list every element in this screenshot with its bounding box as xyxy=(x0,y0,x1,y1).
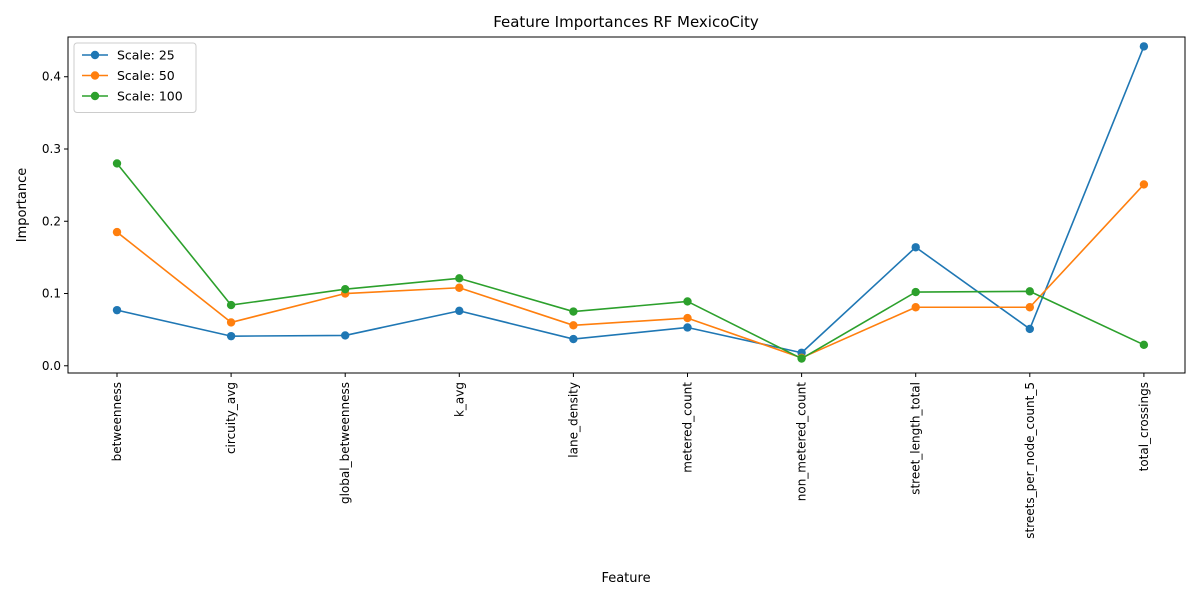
data-point xyxy=(226,331,236,341)
data-point xyxy=(1139,42,1149,51)
x-tick-label: street_length_total xyxy=(909,382,923,495)
y-tick-label: 0.3 xyxy=(42,142,61,156)
legend-marker xyxy=(90,91,100,101)
data-point xyxy=(569,334,578,344)
plot-frame xyxy=(67,36,1186,374)
series-line xyxy=(116,46,1145,354)
data-point xyxy=(1139,340,1149,350)
data-point xyxy=(341,284,350,294)
data-point xyxy=(1025,287,1035,296)
legend-marker xyxy=(90,71,100,80)
series-line xyxy=(116,183,1145,359)
data-point xyxy=(683,313,692,323)
legend: Scale: 25 Scale: 50 Scale: 100 xyxy=(73,42,197,113)
data-point xyxy=(683,297,692,306)
data-point xyxy=(911,243,920,252)
data-point xyxy=(112,305,122,315)
x-tick-label: lane_density xyxy=(566,382,580,458)
y-axis-label: Importance xyxy=(15,168,30,243)
data-point xyxy=(455,274,464,283)
x-tick-label: betweenness xyxy=(110,382,124,461)
legend-label: Scale: 25 xyxy=(117,48,175,63)
data-point xyxy=(455,306,464,316)
data-point xyxy=(683,323,692,332)
data-point xyxy=(911,303,920,312)
x-tick-label: total_crossings xyxy=(1137,382,1151,471)
legend-box xyxy=(73,42,197,113)
plot-area xyxy=(112,42,1149,363)
series-group xyxy=(112,180,1149,363)
y-axis: 0.0 0.1 0.2 0.3 0.4 xyxy=(42,70,68,373)
data-point xyxy=(911,287,920,297)
x-axis: betweenness circuity_avg global_betweennes… xyxy=(110,373,1151,539)
y-tick-label: 0.2 xyxy=(42,214,61,228)
data-point xyxy=(797,354,806,363)
series-line xyxy=(116,162,1145,360)
data-point xyxy=(341,331,350,340)
data-point xyxy=(112,227,122,237)
y-tick-label: 0.1 xyxy=(42,287,61,301)
data-point xyxy=(1025,324,1035,334)
series-group xyxy=(112,42,1149,357)
legend-marker xyxy=(90,50,100,60)
x-tick-label: k_avg xyxy=(452,382,466,417)
data-point xyxy=(569,321,578,330)
x-tick-label: global_betweenness xyxy=(338,382,352,504)
x-tick-label: circuity_avg xyxy=(224,382,238,454)
data-point xyxy=(1025,303,1035,312)
data-point xyxy=(226,300,236,310)
data-point xyxy=(226,318,236,327)
x-tick-label: non_metered_count xyxy=(795,382,809,502)
y-tick-label: 0.0 xyxy=(42,359,61,373)
y-tick-label: 0.4 xyxy=(42,70,61,84)
data-point xyxy=(455,283,464,292)
legend-label: Scale: 50 xyxy=(117,68,175,83)
x-axis-label: Feature xyxy=(601,571,650,586)
chart-title: Feature Importances RF MexicoCity xyxy=(493,13,759,31)
data-point xyxy=(1139,180,1149,189)
series-group xyxy=(112,159,1149,363)
x-tick-label: metered_count xyxy=(681,382,695,473)
data-point xyxy=(569,307,578,316)
legend-label: Scale: 100 xyxy=(117,89,183,104)
x-tick-label: streets_per_node_count_5 xyxy=(1023,382,1037,539)
data-point xyxy=(112,159,122,168)
